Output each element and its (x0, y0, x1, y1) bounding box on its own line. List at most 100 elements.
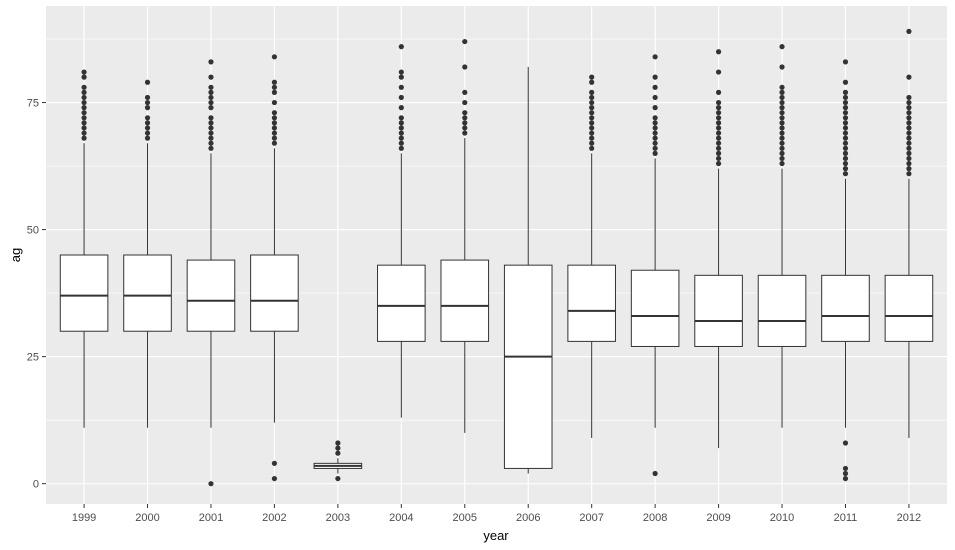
outlier-point (81, 69, 87, 75)
outlier-point (842, 140, 849, 146)
outlier-point (81, 120, 87, 126)
outlier-point (715, 110, 722, 116)
outlier-point (462, 38, 468, 45)
outlier-point (81, 84, 87, 90)
x-tick-label: 2000 (135, 512, 159, 524)
outlier-point (144, 135, 151, 141)
outlier-point (779, 120, 785, 126)
outlier-point (906, 120, 912, 126)
outlier-point (271, 140, 278, 146)
outlier-point (271, 135, 278, 141)
outlier-point (715, 49, 722, 55)
outlier-point (462, 110, 468, 116)
outlier-point (589, 135, 595, 141)
outlier-point (335, 440, 341, 446)
outlier-point (906, 110, 912, 116)
outlier-point (715, 99, 722, 106)
outlier-point (842, 135, 849, 141)
box-iqr (884, 274, 934, 342)
outlier-point (652, 135, 658, 141)
outlier-point (652, 120, 658, 126)
box-2003 (313, 440, 363, 482)
outlier-point (906, 150, 912, 156)
outlier-point (144, 125, 151, 131)
box-2006 (503, 66, 553, 474)
outlier-point (906, 94, 912, 101)
outlier-point (398, 44, 404, 50)
outlier-point (779, 150, 785, 156)
outlier-point (81, 99, 87, 106)
outlier-point (271, 89, 278, 95)
box-iqr (250, 254, 299, 332)
y-tick-label: 50 (27, 225, 39, 237)
x-tick-label: 2007 (579, 512, 603, 524)
outlier-point (906, 105, 912, 111)
outlier-point (462, 64, 468, 70)
outlier-point (589, 89, 595, 95)
outlier-point (842, 99, 849, 106)
outlier-point (589, 79, 595, 85)
outlier-point (906, 155, 912, 162)
box-iqr (503, 264, 553, 469)
outlier-point (398, 135, 404, 141)
x-tick-label: 2008 (643, 512, 667, 524)
outlier-point (398, 105, 404, 111)
outlier-point (906, 135, 912, 141)
outlier-point (779, 160, 785, 167)
outlier-point (398, 140, 404, 146)
x-axis-title: year (483, 528, 509, 543)
outlier-point (208, 84, 214, 90)
outlier-point (842, 440, 849, 446)
outlier-point (144, 115, 151, 121)
x-tick-label: 2006 (516, 512, 540, 524)
outlier-point (779, 64, 785, 70)
outlier-point (144, 79, 151, 85)
outlier-point (589, 105, 595, 111)
box-2001 (186, 59, 236, 487)
outlier-point (842, 59, 849, 65)
outlier-point (779, 125, 785, 131)
outlier-point (81, 115, 87, 121)
outlier-point (906, 166, 912, 172)
outlier-point (144, 120, 151, 126)
box-iqr (59, 254, 109, 332)
outlier-point (398, 125, 404, 131)
outlier-point (906, 171, 912, 177)
outlier-point (652, 94, 658, 101)
outlier-point (652, 115, 658, 121)
outlier-point (271, 84, 278, 90)
outlier-point (208, 115, 214, 121)
outlier-point (842, 470, 849, 477)
outlier-point (81, 110, 87, 116)
outlier-point (842, 115, 849, 121)
x-axis: 1999 2000 2001 2002 2003 2004 2005 2006 2007 2008… (72, 504, 921, 524)
outlier-point (144, 94, 151, 101)
outlier-point (81, 125, 87, 131)
y-axis: 0 25 50 75 (27, 98, 46, 491)
box-iqr (567, 264, 616, 342)
outlier-point (589, 120, 595, 126)
box-2007 (567, 74, 616, 438)
outlier-point (462, 120, 468, 126)
outlier-point (842, 79, 849, 85)
outlier-point (652, 125, 658, 131)
outlier-point (589, 99, 595, 106)
boxes-layer (59, 28, 934, 487)
outlier-point (208, 89, 214, 95)
outlier-point (715, 89, 722, 95)
outlier-point (589, 115, 595, 121)
outlier-point (335, 450, 341, 456)
outlier-point (906, 145, 912, 151)
box-2004 (377, 44, 426, 418)
x-tick-label: 2002 (262, 512, 286, 524)
outlier-point (462, 89, 468, 95)
outlier-point (715, 160, 722, 167)
box-2011 (821, 59, 870, 482)
outlier-point (652, 145, 658, 151)
outlier-point (779, 99, 785, 106)
outlier-point (842, 110, 849, 116)
outlier-point (81, 94, 87, 101)
outlier-point (462, 125, 468, 131)
outlier-point (842, 160, 849, 167)
outlier-point (906, 140, 912, 146)
